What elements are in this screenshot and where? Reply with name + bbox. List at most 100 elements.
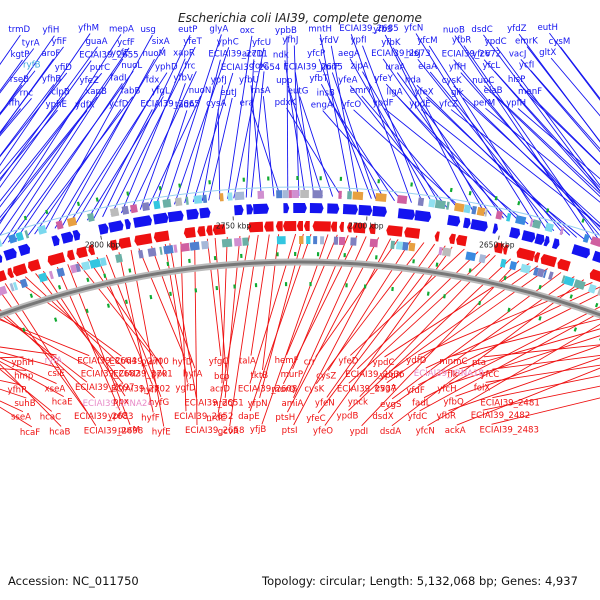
- forward-cog-block: [559, 226, 565, 236]
- gene-label: glyA: [209, 24, 228, 34]
- gene-label: ynck: [348, 398, 368, 408]
- reverse-trna-marker: [103, 273, 107, 278]
- gene-leader-line: [494, 70, 600, 189]
- reverse-cog-block: [159, 246, 163, 255]
- gene-label: yfeT: [183, 37, 202, 47]
- gene-label: ECIAI39_tRNA18: [414, 369, 484, 379]
- gene-leader-line: [250, 234, 270, 356]
- forward-gene-arrow: [309, 203, 324, 214]
- gene-leader-line: [483, 59, 600, 193]
- reverse-gene-arrow: [589, 269, 600, 282]
- gene-leader-line: [129, 71, 197, 212]
- gene-leader-line: [356, 251, 479, 370]
- gene-label: hcaF: [20, 428, 40, 438]
- gene-leader-line: [251, 108, 281, 197]
- gene-label: gcvR: [218, 427, 239, 437]
- gene-leader-line: [492, 354, 600, 370]
- reverse-gene-arrow: [434, 231, 440, 242]
- reverse-cog-block: [350, 237, 357, 246]
- gene-leader-line: [15, 83, 123, 240]
- reverse-cog-block: [9, 283, 15, 292]
- gene-label: nuoM: [142, 49, 166, 59]
- forward-cog-block: [529, 218, 534, 227]
- reverse-strand-leader-lines: [0, 233, 600, 428]
- gene-label: sixA: [152, 37, 170, 47]
- forward-cog-block: [219, 193, 224, 202]
- gene-label: yfcZ: [439, 100, 458, 110]
- reverse-cog-block: [306, 236, 311, 245]
- reverse-gene-arrow: [7, 267, 15, 279]
- gene-label: yfcN: [404, 24, 423, 34]
- forward-gene-arrow: [124, 218, 131, 230]
- reverse-cog-block: [221, 238, 233, 248]
- gene-leader-line: [518, 33, 600, 143]
- gene-label: folX: [474, 383, 491, 393]
- gene-leader-line: [226, 35, 253, 199]
- forward-gene-arrow: [133, 215, 152, 228]
- gene-label: tadA: [175, 100, 195, 110]
- forward-gene-arrow: [534, 233, 545, 245]
- gene-leader-line: [261, 234, 329, 425]
- reverse-rrna-marker: [169, 291, 172, 296]
- gene-leader-line: [0, 351, 60, 369]
- gene-leader-line: [322, 110, 404, 202]
- gene-label: aegA: [338, 49, 360, 59]
- gene-label: ECIAI39_2700: [109, 357, 168, 367]
- reverse-gene-arrow: [67, 249, 76, 261]
- gene-label: yfdC: [408, 412, 428, 422]
- gene-leader-line: [451, 318, 600, 357]
- reverse-cog-block: [478, 254, 487, 264]
- reverse-cog-block: [19, 278, 28, 289]
- reverse-gene-arrow: [503, 244, 509, 255]
- gene-label: yfbR: [452, 36, 472, 46]
- reverse-rrna-marker: [443, 294, 446, 299]
- gene-label: ECIAI39_2697: [75, 383, 134, 393]
- gene-label: csiE: [48, 369, 65, 379]
- reverse-cog-block: [276, 236, 286, 245]
- gene-label: ypdC: [485, 37, 507, 47]
- reverse-gene-arrow: [247, 221, 264, 233]
- gene-leader-line: [76, 261, 154, 357]
- gene-leader-line: [42, 270, 126, 397]
- gene-leader-line: [0, 58, 54, 134]
- gene-leader-line: [483, 34, 600, 192]
- forward-trna-marker: [178, 183, 181, 188]
- gene-leader-line: [350, 248, 465, 356]
- reverse-cog-block: [99, 257, 107, 267]
- gene-label: dsdX: [372, 412, 393, 422]
- gene-leader-line: [0, 363, 62, 427]
- gene-leader-line: [147, 95, 202, 209]
- forward-cog-block: [162, 198, 172, 208]
- gene-leader-line: [54, 46, 165, 229]
- gene-leader-line: [0, 70, 36, 116]
- gene-leader-line: [520, 58, 600, 153]
- forward-trna-marker: [158, 186, 162, 191]
- gene-label: yfbQ: [443, 397, 464, 407]
- reverse-cog-block: [173, 244, 178, 253]
- reverse-cog-block: [0, 285, 8, 296]
- reverse-cog-block: [56, 267, 66, 278]
- reverse-gene-arrow: [109, 239, 119, 251]
- gene-label: ryfA: [45, 356, 63, 366]
- gene-leader-line: [560, 46, 600, 100]
- reverse-cog-block: [465, 251, 477, 262]
- gene-label: ypdA: [380, 371, 402, 381]
- forward-cog-block: [87, 212, 95, 222]
- forward-trna-marker: [23, 215, 28, 221]
- reverse-gene-arrow: [88, 244, 96, 256]
- gene-leader-line: [35, 273, 124, 384]
- gene-leader-line: [456, 367, 600, 426]
- gene-label: yfeX: [414, 87, 433, 97]
- gene-leader-line: [454, 35, 595, 244]
- gene-label: ypdF: [373, 99, 394, 109]
- gene-leader-line: [459, 328, 600, 370]
- gene-leader-line: [462, 97, 600, 224]
- gene-label: hmp: [14, 371, 33, 381]
- reverse-gene-arrow: [283, 221, 297, 232]
- forward-cog-block: [141, 202, 150, 212]
- gene-leader-line: [0, 84, 55, 157]
- forward-trna-marker: [517, 201, 521, 206]
- gene-label: yfeD: [338, 356, 358, 366]
- kbp-tick-label: 2700 kbp: [348, 221, 384, 230]
- forward-cog-block: [288, 190, 292, 199]
